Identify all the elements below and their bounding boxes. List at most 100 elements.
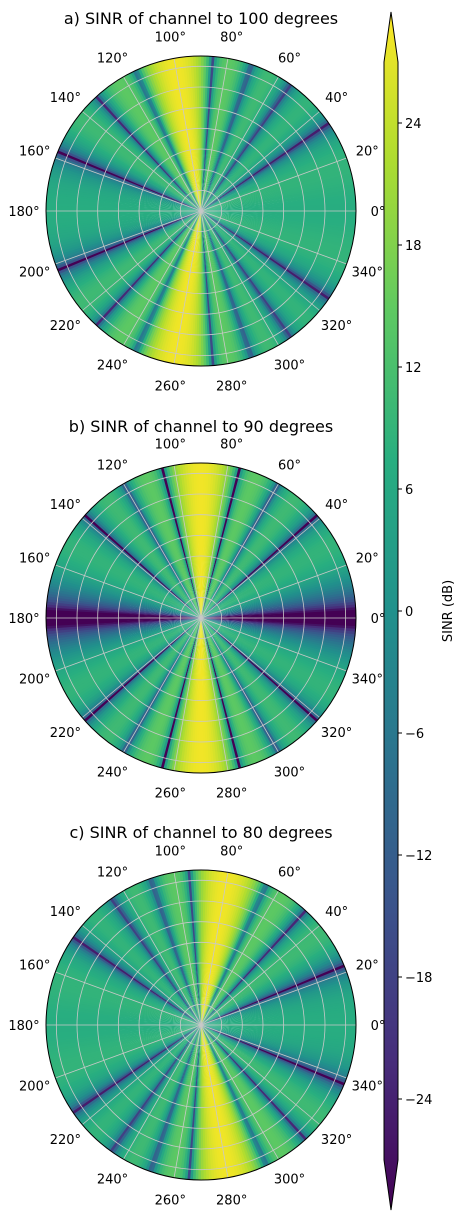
sinr-wedge [201, 618, 352, 659]
grid-spoke [200, 111, 320, 212]
sinr-wedge [125, 74, 201, 211]
sinr-wedge [94, 95, 201, 211]
sinr-wedge [64, 618, 201, 694]
sinr-wedge [65, 211, 202, 290]
sinr-wedge [190, 1025, 201, 1180]
sinr-wedge [109, 491, 201, 618]
sinr-wedge [68, 1025, 201, 1108]
sinr-wedge [201, 951, 340, 1025]
sinr-wedge [201, 69, 267, 211]
sinr-wedge [75, 931, 201, 1025]
sinr-wedge [90, 506, 201, 618]
sinr-wedge [201, 492, 295, 618]
sinr-wedge [83, 107, 201, 211]
angle-tick-label: 240° [97, 358, 128, 373]
sinr-wedge [163, 618, 201, 770]
sinr-wedge [113, 488, 201, 618]
sinr-wedge [201, 916, 315, 1025]
sinr-wedge [201, 1025, 286, 1157]
sinr-wedge [201, 519, 324, 618]
angle-tick-label: 320° [321, 726, 352, 741]
sinr-wedge [201, 211, 284, 344]
sinr-wedge [85, 1025, 201, 1132]
angle-tick-label: 20° [356, 552, 379, 567]
sinr-wedge [168, 618, 201, 771]
sinr-wedge [201, 82, 290, 212]
sinr-wedge [201, 140, 341, 211]
sinr-wedge [201, 1025, 356, 1044]
sinr-wedge [201, 618, 275, 757]
sinr-wedge [90, 99, 201, 211]
sinr-wedge [163, 1025, 201, 1177]
sinr-wedge [102, 88, 201, 211]
sinr-wedge [201, 1025, 341, 1096]
sinr-wedge [201, 211, 356, 217]
sinr-wedge [201, 211, 332, 298]
colorbar-tick-label: −12 [405, 849, 432, 864]
sinr-wedge [74, 1025, 201, 1117]
colorbar-tick-label: 0 [405, 605, 413, 620]
sinr-wedge [201, 1025, 282, 1160]
sinr-wedge [201, 1025, 293, 1152]
sinr-wedge [201, 97, 309, 211]
sinr-wedge [85, 618, 201, 725]
sinr-wedge [195, 618, 201, 773]
sinr-wedge [201, 476, 267, 618]
grid-spoke [200, 58, 229, 212]
grid-spoke [123, 210, 202, 346]
sinr-wedge [46, 601, 201, 618]
sinr-wedge [201, 1025, 356, 1036]
sinr-wedge [52, 977, 201, 1025]
sinr-wedge [201, 211, 324, 309]
sinr-wedge [201, 1025, 355, 1052]
sinr-wedge [201, 121, 330, 211]
polar-grid-a [45, 55, 357, 367]
sinr-wedge [201, 618, 319, 722]
sinr-wedge [160, 618, 201, 769]
grid-spoke [55, 564, 202, 619]
sinr-wedge [201, 618, 304, 737]
sinr-wedge [68, 618, 201, 701]
sinr-wedge [176, 211, 201, 365]
grid-spoke [82, 518, 202, 619]
sinr-wedge [201, 1025, 354, 1055]
sinr-wedge [201, 100, 313, 211]
sinr-wedge [201, 618, 286, 750]
sinr-wedge [201, 211, 336, 291]
sinr-wedge [201, 618, 300, 741]
sinr-wedge [201, 463, 218, 618]
sinr-wedge [145, 1025, 201, 1171]
sinr-wedge [201, 1025, 356, 1039]
sinr-wedge [140, 211, 201, 355]
sinr-wedge [55, 155, 202, 211]
sinr-wedge [95, 1025, 201, 1141]
sinr-wedge [120, 890, 201, 1025]
grid-spoke [200, 564, 347, 619]
sinr-wedge [125, 1025, 201, 1163]
grid-spoke [200, 210, 229, 364]
sinr-wedge [201, 104, 317, 211]
panel-b: b) SINR of channel to 90 degrees 0° 20° 40… [8, 417, 385, 801]
sinr-wedge [201, 88, 299, 211]
sinr-wedge [71, 211, 201, 299]
sinr-wedge [201, 211, 295, 337]
grid-spoke [200, 872, 229, 1026]
sinr-wedge [201, 137, 340, 211]
sinr-wedge [87, 211, 201, 320]
angle-ticks-a: 0° 20° 40° 60° 80° 100° 120° 140° 160° 180° 200° 22… [8, 31, 385, 395]
sinr-wedge [65, 947, 201, 1025]
chart-title-a: a) SINR of channel to 100 degrees [64, 9, 338, 28]
sinr-wedge [201, 528, 330, 618]
sinr-wedge [65, 133, 201, 211]
angle-tick-label: 120° [97, 52, 128, 67]
grid-spoke [200, 210, 279, 346]
sinr-wedge [87, 510, 201, 618]
sinr-wedge [103, 211, 201, 334]
sinr-wedge [96, 94, 201, 211]
angle-tick-label: 0° [371, 1019, 386, 1034]
colorbar-ticks: 24 18 12 6 0 −6 −12 −18 −24 [398, 117, 432, 1108]
sinr-wedge [201, 1025, 352, 1066]
sinr-wedge [118, 211, 201, 345]
sinr-wedge [195, 211, 201, 366]
sinr-wedge [47, 189, 201, 211]
